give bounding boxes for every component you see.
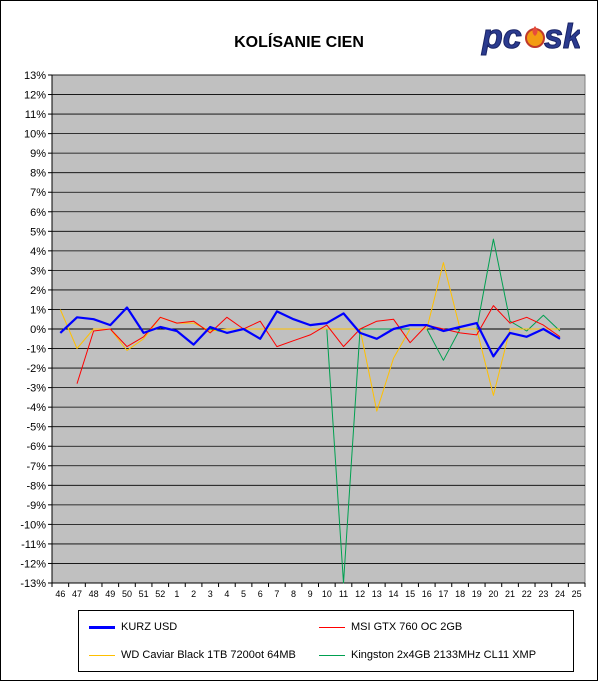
y-tick-label: -11%	[21, 539, 46, 551]
x-tick-label: 16	[422, 589, 432, 599]
pcusk-logo: pc sk	[480, 14, 585, 63]
y-tick-label: -8%	[26, 480, 46, 492]
y-tick-label: -1%	[26, 344, 46, 356]
x-tick-label: 14	[388, 589, 398, 599]
y-tick-label: 7%	[30, 187, 46, 199]
y-tick-label: 10%	[24, 129, 46, 141]
legend-label: Kingston 2x4GB 2133MHz CL11 XMP	[351, 649, 537, 661]
x-tick-label: 10	[322, 589, 332, 599]
x-tick-label: 19	[472, 589, 482, 599]
y-tick-label: -13%	[20, 578, 46, 590]
x-tick-label: 21	[505, 589, 515, 599]
x-tick-label: 1	[174, 589, 179, 599]
x-tick-label: 24	[555, 589, 565, 599]
legend-swatch	[319, 654, 345, 656]
x-tick-label: 4	[224, 589, 229, 599]
x-tick-label: 20	[488, 589, 498, 599]
y-tick-label: -5%	[26, 422, 46, 434]
y-tick-label: 8%	[30, 168, 46, 180]
series-line-0	[59, 306, 561, 358]
svg-text:sk: sk	[544, 18, 580, 56]
x-tick-label: 50	[122, 589, 132, 599]
legend-item-msi: MSI GTX 760 OC 2GB	[319, 621, 462, 633]
y-tick-label: 11%	[25, 109, 46, 121]
x-tick-label: 48	[89, 589, 99, 599]
y-tick-label: 9%	[30, 148, 46, 160]
y-tick-label: 2%	[30, 285, 46, 297]
x-tick-label: 9	[308, 589, 313, 599]
y-tick-label: -6%	[26, 441, 46, 453]
x-tick-label: 7	[274, 589, 279, 599]
legend-label: KURZ USD	[121, 621, 178, 633]
x-tick-label: 15	[405, 589, 415, 599]
legend-swatch	[89, 625, 115, 629]
legend: KURZ USD MSI GTX 760 OC 2GB WD Caviar Bl…	[78, 610, 574, 672]
legend-item-wd: WD Caviar Black 1TB 7200ot 64MB	[89, 649, 296, 661]
legend-label: WD Caviar Black 1TB 7200ot 64MB	[121, 649, 296, 661]
y-tick-label: 0%	[30, 324, 46, 336]
x-tick-label: 22	[522, 589, 532, 599]
x-tick-label: 51	[139, 589, 149, 599]
x-tick-label: 17	[438, 589, 448, 599]
x-tick-label: 8	[291, 589, 296, 599]
logo-graphic: pc sk	[481, 18, 585, 57]
y-tick-label: -12%	[20, 558, 46, 570]
y-tick-label: 13%	[24, 70, 46, 82]
y-tick-label: -4%	[26, 402, 46, 414]
x-tick-label: 6	[258, 589, 263, 599]
x-tick-label: 5	[241, 589, 246, 599]
chart-title: KOLÍSANIE CIEN	[234, 34, 364, 51]
x-tick-label: 25	[572, 589, 582, 599]
y-tick-label: 4%	[30, 246, 46, 258]
axes: 13% 12% 11% 10% 9% 8% 7% 6% 5% 4% 3% 2% 1% 0% -1% -2% -3…	[20, 70, 586, 599]
x-tick-label: 11	[339, 589, 348, 599]
x-tick-label: 49	[105, 589, 115, 599]
y-tick-label: -10%	[20, 519, 46, 531]
x-tick-label: 13	[372, 589, 382, 599]
x-tick-label: 23	[538, 589, 548, 599]
legend-swatch	[319, 626, 345, 628]
x-tick-label: 47	[72, 589, 82, 599]
legend-swatch	[89, 654, 115, 656]
x-tick-label: 18	[455, 589, 465, 599]
x-tick-label: 52	[155, 589, 165, 599]
y-tick-label: 6%	[30, 207, 46, 219]
y-tick-label: 12%	[24, 90, 46, 102]
y-tick-label: -2%	[26, 363, 46, 375]
series-lines	[59, 238, 561, 584]
y-tick-label: 1%	[30, 304, 46, 316]
y-tick-label: -9%	[26, 500, 46, 512]
y-tick-label: 5%	[30, 226, 46, 238]
y-tick-label: 3%	[30, 265, 46, 277]
series-line-2	[59, 262, 560, 412]
legend-item-kingston: Kingston 2x4GB 2133MHz CL11 XMP	[319, 649, 536, 661]
legend-item-kurz-usd: KURZ USD	[89, 621, 177, 633]
x-tick-label: 12	[355, 589, 365, 599]
y-tick-label: -3%	[26, 383, 46, 395]
y-tick-label: -7%	[26, 461, 46, 473]
legend-label: MSI GTX 760 OC 2GB	[351, 621, 463, 633]
x-tick-label: 2	[191, 589, 196, 599]
flame-tip-icon	[532, 26, 538, 36]
x-tick-label: 46	[55, 589, 65, 599]
x-tick-label: 3	[208, 589, 213, 599]
svg-text:pc: pc	[481, 18, 522, 56]
